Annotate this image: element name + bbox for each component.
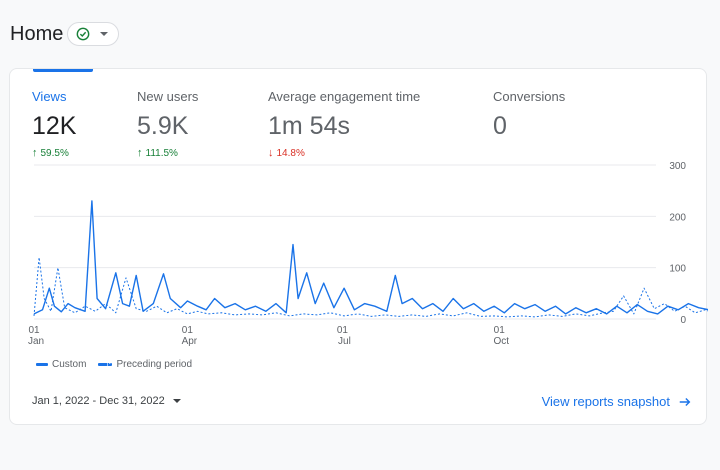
- x-tick-label: Jul: [338, 336, 351, 347]
- legend-label: Preceding period: [116, 359, 193, 370]
- metric-views[interactable]: Views 12K ↑ 59.5%: [32, 89, 76, 159]
- metric-label: Average engagement time: [268, 89, 421, 104]
- x-tick-label: Jan: [28, 336, 44, 347]
- x-tick-label: 01: [182, 325, 194, 336]
- y-tick-label: 200: [669, 212, 686, 223]
- x-tick-label: Apr: [182, 336, 198, 347]
- solid-line-swatch: [36, 363, 48, 366]
- arrow-right-icon: [679, 397, 691, 406]
- metric-delta-value: 14.8%: [276, 147, 305, 159]
- legend-label: Custom: [52, 359, 87, 370]
- page-title: Home: [10, 22, 64, 45]
- x-tick-label: 01: [494, 325, 506, 336]
- metric-new-users[interactable]: New users 5.9K ↑ 111.5%: [137, 89, 198, 159]
- x-tick-label: 01: [337, 325, 349, 336]
- series-line-custom: [33, 200, 708, 315]
- page-header: Home: [10, 18, 120, 50]
- legend-item-preceding: Preceding period: [98, 359, 192, 370]
- y-tick-label: 0: [680, 315, 686, 326]
- active-tab-indicator: [33, 69, 93, 72]
- x-tick-label: Oct: [493, 336, 509, 347]
- metric-delta: ↑ 59.5%: [32, 147, 76, 159]
- metric-label: Views: [32, 89, 67, 104]
- chevron-down-icon: [100, 32, 109, 36]
- link-label: View reports snapshot: [541, 394, 670, 409]
- dashed-line-swatch: [98, 363, 113, 366]
- metric-delta: ↑ 111.5%: [137, 147, 198, 159]
- legend-item-custom: Custom: [36, 359, 86, 370]
- metric-value: 12K: [32, 112, 77, 140]
- metric-delta-value: 59.5%: [40, 147, 69, 159]
- metric-value: 1m 54s: [268, 112, 350, 140]
- date-range-selector[interactable]: Jan 1, 2022 - Dec 31, 2022: [32, 395, 181, 407]
- metric-delta: ↓ 14.8%: [268, 147, 420, 159]
- metric-delta-value: 111.5%: [145, 147, 178, 159]
- metric-value: 0: [493, 112, 507, 140]
- metric-label: New users: [137, 89, 199, 104]
- chevron-down-icon: [172, 399, 181, 403]
- arrow-up-icon: ↑: [137, 147, 143, 159]
- arrow-up-icon: ↑: [32, 147, 38, 159]
- overview-card: Views 12K ↑ 59.5% New users 5.9K ↑ 111.5…: [9, 68, 708, 425]
- y-tick-label: 100: [669, 264, 686, 275]
- chart-legend: Custom Preceding period: [36, 359, 204, 370]
- metric-engagement-time[interactable]: Average engagement time 1m 54s ↓ 14.8%: [268, 89, 420, 159]
- x-tick-label: 01: [28, 325, 40, 336]
- metric-conversions[interactable]: Conversions 0: [493, 89, 565, 141]
- check-circle-icon: [76, 27, 90, 41]
- date-range-label: Jan 1, 2022 - Dec 31, 2022: [32, 395, 165, 407]
- status-dropdown[interactable]: [67, 22, 120, 46]
- arrow-down-icon: ↓: [268, 147, 274, 159]
- metric-value: 5.9K: [137, 112, 189, 140]
- metric-label: Conversions: [493, 89, 566, 104]
- y-tick-label: 300: [669, 161, 686, 172]
- series-line-preceding: [33, 256, 708, 318]
- view-reports-snapshot-link[interactable]: View reports snapshot: [542, 394, 692, 409]
